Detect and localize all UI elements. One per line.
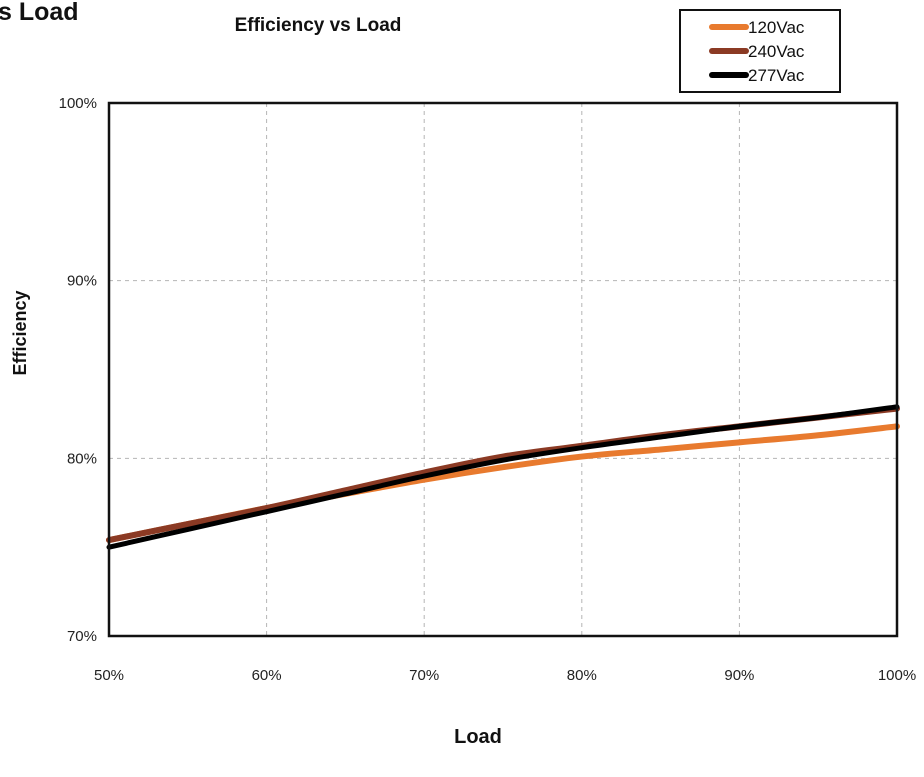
x-tick-label: 60% xyxy=(252,667,282,684)
legend-label-277vac: 277Vac xyxy=(748,66,805,85)
x-tick-label: 100% xyxy=(878,667,916,684)
series-lines xyxy=(106,404,900,550)
x-tick-label: 70% xyxy=(409,667,439,684)
legend-label-120vac: 120Vac xyxy=(748,18,805,37)
y-tick-label: 70% xyxy=(67,628,97,645)
legend: 120Vac 240Vac 277Vac xyxy=(679,9,841,93)
y-tick-labels: 100% 90% 80% 70% xyxy=(59,95,97,645)
y-tick-label: 100% xyxy=(59,95,97,112)
y-axis-label: Efficiency xyxy=(10,290,30,375)
y-tick-label: 80% xyxy=(67,450,97,467)
x-axis-label: Load xyxy=(454,726,502,748)
x-tick-labels: 50% 60% 70% 80% 90% 100% xyxy=(94,667,916,684)
y-tick-label: 90% xyxy=(67,273,97,290)
series-line-277vac xyxy=(106,404,900,550)
x-tick-label: 50% xyxy=(94,667,124,684)
x-tick-label: 80% xyxy=(567,667,597,684)
plot-frame xyxy=(107,101,899,638)
grid xyxy=(109,103,897,636)
cropped-page-title: s Load xyxy=(0,0,79,26)
x-tick-label: 90% xyxy=(724,667,754,684)
legend-label-240vac: 240Vac xyxy=(748,42,805,61)
chart-title: Efficiency vs Load xyxy=(235,15,402,36)
legend-box xyxy=(679,9,841,93)
